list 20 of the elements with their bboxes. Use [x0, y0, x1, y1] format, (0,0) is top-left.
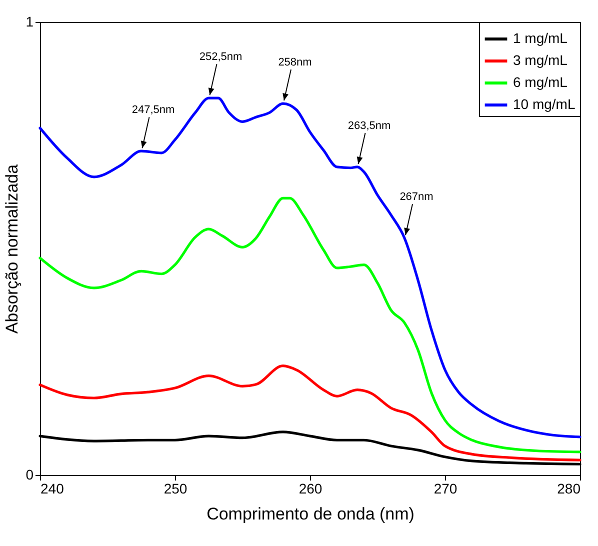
- annotation: 258nm: [278, 56, 312, 69]
- x-tick-label: 280: [557, 480, 581, 496]
- legend-label: 3 mg/mL: [513, 52, 568, 68]
- x-axis-title: Comprimento de onda (nm): [206, 504, 414, 524]
- y-tick-label: 0: [26, 466, 34, 482]
- y-tick-label: 1: [26, 14, 34, 30]
- legend-label: 6 mg/mL: [513, 74, 568, 90]
- x-tick-label: 260: [298, 480, 322, 496]
- annotation: 252,5nm: [199, 51, 242, 64]
- annotation: 263,5nm: [348, 120, 391, 132]
- x-tick-label: 240: [40, 480, 64, 496]
- x-tick-label: 270: [434, 480, 458, 496]
- line-series: [38, 96, 582, 438]
- y-axis-title: Absorção normalizada: [2, 164, 22, 334]
- annotation: 247,5nm: [132, 104, 175, 116]
- annotation: 267nm: [400, 191, 434, 204]
- x-tick-label: 250: [164, 480, 188, 496]
- legend-label: 1 mg/mL: [513, 30, 568, 46]
- line-series: [38, 364, 582, 462]
- legend-label: 10 mg/mL: [513, 96, 576, 112]
